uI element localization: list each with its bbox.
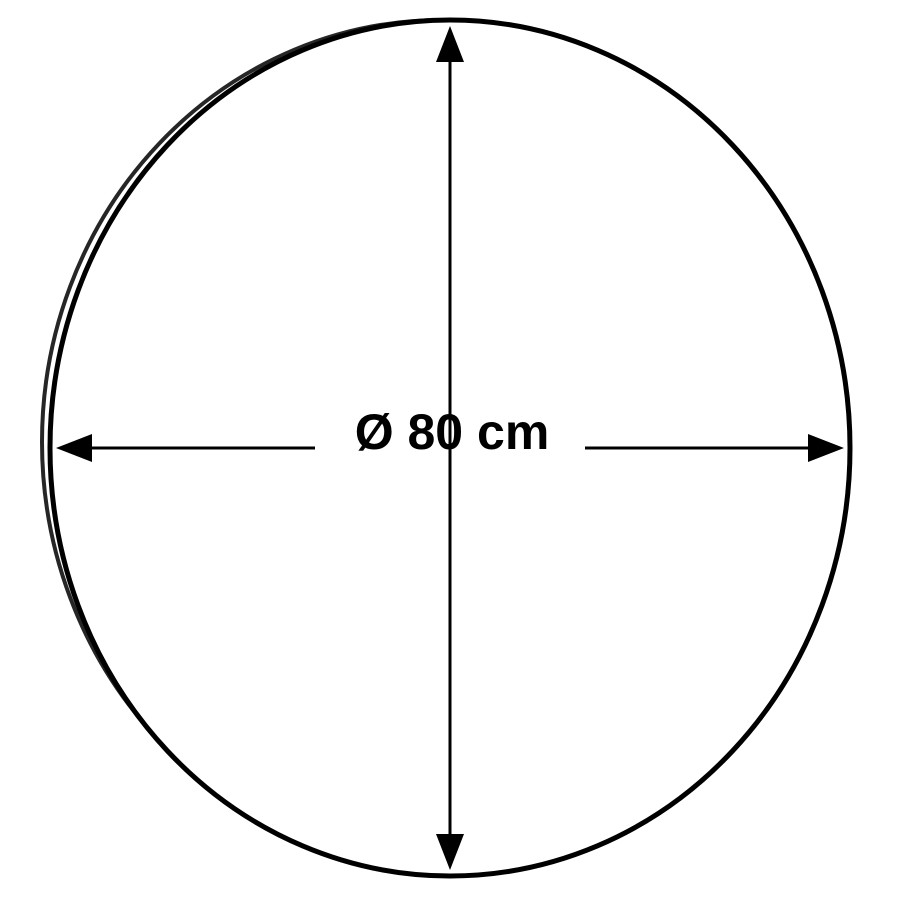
dimension-diagram: Ø 80 cm — [0, 0, 900, 900]
diameter-label: Ø 80 cm — [355, 403, 550, 461]
